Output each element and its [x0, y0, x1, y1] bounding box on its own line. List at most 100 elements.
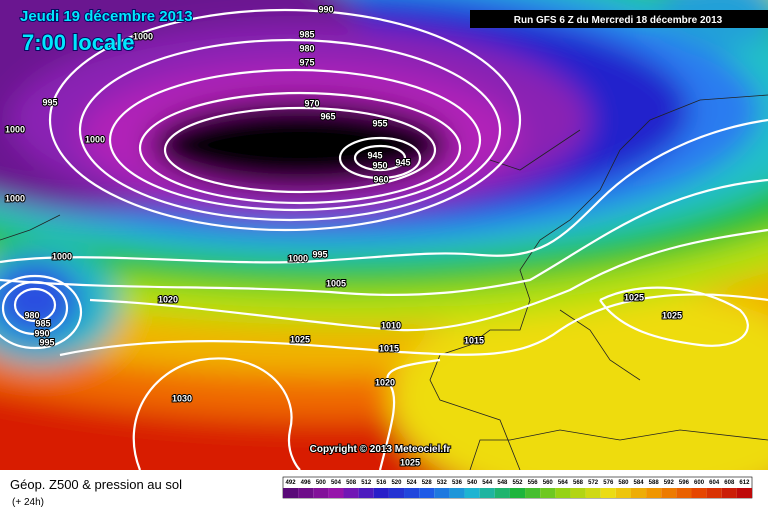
scale-label: 524 — [407, 480, 418, 486]
scale-label: 604 — [709, 480, 720, 486]
scale-swatch — [434, 488, 450, 498]
copyright: Copyright © 2013 Meteociel.fr — [310, 444, 451, 455]
isobar-label: 1025 — [662, 310, 682, 320]
isobar-label: 960 — [373, 174, 388, 184]
scale-swatch — [373, 488, 389, 498]
isobar-label: 1010 — [381, 320, 401, 330]
scale-label: 516 — [376, 480, 387, 486]
isobar-label: 975 — [299, 57, 314, 67]
isobar-label: 995 — [42, 97, 57, 107]
scale-label: 556 — [528, 480, 539, 486]
isobar-label: 985 — [35, 318, 50, 328]
isobar-label: 1025 — [624, 292, 644, 302]
scale-swatch — [313, 488, 329, 498]
scale-swatch — [646, 488, 662, 498]
isobar-label: 980 — [299, 43, 314, 53]
scale-label: 492 — [286, 480, 297, 486]
scale-swatch — [283, 488, 299, 498]
scale-swatch — [509, 488, 526, 498]
scale-label: 588 — [649, 480, 660, 486]
scale-label: 528 — [422, 480, 433, 486]
scale-swatch — [404, 488, 420, 498]
scale-swatch — [555, 488, 571, 498]
scale-swatch — [328, 488, 344, 498]
isobar-label: 945 — [395, 157, 410, 167]
isobar-label: 1000 — [133, 31, 153, 41]
footer-title: Géop. Z500 & pression au sol — [10, 477, 182, 492]
date: Jeudi 19 décembre 2013 — [20, 8, 193, 25]
scale-swatch — [691, 488, 707, 498]
scale-swatch — [358, 488, 374, 498]
scale-swatch — [570, 488, 586, 498]
scale-label: 596 — [679, 480, 690, 486]
scale-swatch — [600, 488, 616, 498]
isobars — [0, 8, 768, 470]
scale-swatch — [736, 488, 752, 498]
isobar-label: 950 — [372, 160, 387, 170]
scale-label: 540 — [467, 480, 478, 486]
scale-label: 600 — [694, 480, 705, 486]
scale-label: 504 — [331, 480, 342, 486]
isobar-label: 1005 — [326, 278, 346, 288]
scale-swatch — [419, 488, 435, 498]
scale-label: 572 — [588, 480, 599, 486]
isobar-label: 1030 — [172, 393, 192, 403]
scale-label: 568 — [573, 480, 584, 486]
isobar-label: 945 — [367, 150, 382, 160]
scale-label: 612 — [739, 480, 750, 486]
scale-label: 512 — [361, 480, 372, 486]
scale-label: 608 — [724, 480, 735, 486]
isobar-label: 1020 — [158, 294, 178, 304]
isobar-label: 1000 — [5, 124, 25, 134]
isobar-label: 995 — [312, 249, 327, 259]
scale-label: 496 — [301, 480, 312, 486]
scale-swatch — [661, 488, 677, 498]
footer-lead: (+ 24h) — [12, 497, 44, 508]
isobar-label: 1000 — [5, 193, 25, 203]
isobar-label: 965 — [320, 111, 335, 121]
scale-label: 544 — [482, 480, 493, 486]
scale-swatch — [676, 488, 692, 498]
scale-label: 500 — [316, 480, 327, 486]
scale-label: 576 — [603, 480, 614, 486]
scale-label: 520 — [391, 480, 402, 486]
isobar-label: 985 — [299, 29, 314, 39]
scale-swatch — [585, 488, 601, 498]
scale-swatch — [298, 488, 314, 498]
isobar-label: 1000 — [52, 251, 72, 261]
scale-label: 564 — [558, 480, 569, 486]
isobar-label: 1025 — [290, 334, 310, 344]
scale-swatch — [540, 488, 556, 498]
scale-label: 548 — [497, 480, 508, 486]
isobar-label: 1000 — [288, 253, 308, 263]
isobar-label: 995 — [39, 337, 54, 347]
isobar-label: 1020 — [375, 377, 395, 387]
scale-swatch — [525, 488, 541, 498]
isobar-label: 970 — [304, 98, 319, 108]
scale-swatch — [343, 488, 359, 498]
isobar-label: 1015 — [379, 343, 399, 353]
scale-label: 536 — [452, 480, 463, 486]
isobar-label: 1000 — [85, 134, 105, 144]
scale-swatch — [630, 488, 647, 498]
scale-label: 552 — [512, 480, 523, 486]
isobar-label: 980 — [24, 310, 39, 320]
scale-swatch — [494, 488, 510, 498]
scale-swatch — [721, 488, 737, 498]
scale-label: 560 — [543, 480, 554, 486]
run-box — [470, 10, 768, 28]
isobar-label: 990 — [318, 4, 333, 14]
scale-swatch — [615, 488, 631, 498]
scale-swatch — [464, 488, 480, 498]
scale-label: 580 — [618, 480, 629, 486]
scale-label: 592 — [664, 480, 675, 486]
color-scale: 492 496 500 504 508 512 516 520 524 528 532 536 540 5… — [282, 476, 753, 499]
scale-swatch — [449, 488, 465, 498]
local-time: 7:00 locale — [22, 30, 135, 55]
scale-swatch — [479, 488, 495, 498]
scale-swatch — [388, 488, 405, 498]
isobar-label: 990 — [34, 328, 49, 338]
isobar-label: 1015 — [464, 335, 484, 345]
